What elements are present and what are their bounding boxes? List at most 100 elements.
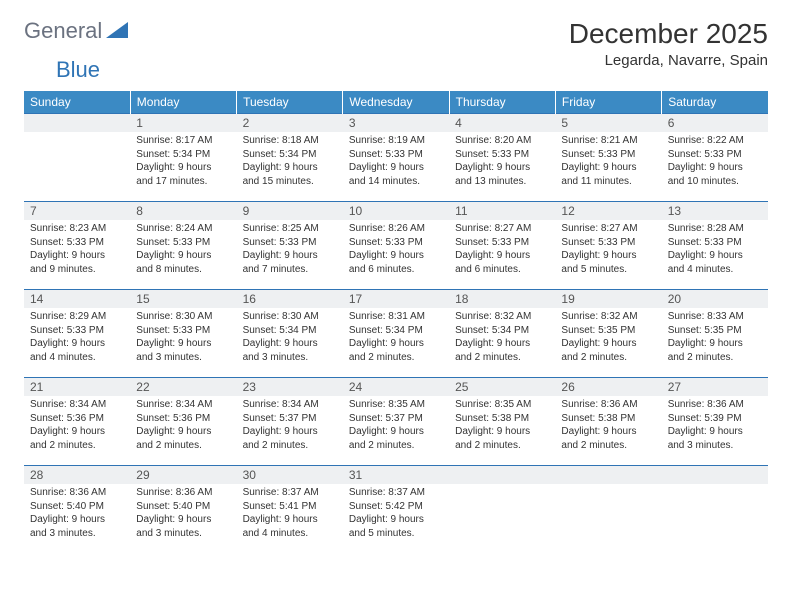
day-details: Sunrise: 8:26 AMSunset: 5:33 PMDaylight:… (343, 220, 449, 280)
day-number: 17 (343, 290, 449, 308)
calendar-body: 1Sunrise: 8:17 AMSunset: 5:34 PMDaylight… (24, 114, 768, 554)
calendar-cell: 5Sunrise: 8:21 AMSunset: 5:33 PMDaylight… (555, 114, 661, 202)
calendar-cell: 4Sunrise: 8:20 AMSunset: 5:33 PMDaylight… (449, 114, 555, 202)
day-number: 10 (343, 202, 449, 220)
calendar-cell: 29Sunrise: 8:36 AMSunset: 5:40 PMDayligh… (130, 466, 236, 554)
day-number: 26 (555, 378, 661, 396)
day-details: Sunrise: 8:29 AMSunset: 5:33 PMDaylight:… (24, 308, 130, 368)
day-number: 21 (24, 378, 130, 396)
day-details: Sunrise: 8:32 AMSunset: 5:35 PMDaylight:… (555, 308, 661, 368)
weekday-header: Tuesday (237, 91, 343, 114)
calendar-cell: 18Sunrise: 8:32 AMSunset: 5:34 PMDayligh… (449, 290, 555, 378)
day-details: Sunrise: 8:22 AMSunset: 5:33 PMDaylight:… (662, 132, 768, 192)
logo-triangle-icon (106, 20, 128, 43)
calendar-cell: 31Sunrise: 8:37 AMSunset: 5:42 PMDayligh… (343, 466, 449, 554)
weekday-header: Thursday (449, 91, 555, 114)
calendar-week-row: 7Sunrise: 8:23 AMSunset: 5:33 PMDaylight… (24, 202, 768, 290)
day-number: 27 (662, 378, 768, 396)
day-details: Sunrise: 8:24 AMSunset: 5:33 PMDaylight:… (130, 220, 236, 280)
day-details: Sunrise: 8:34 AMSunset: 5:36 PMDaylight:… (24, 396, 130, 456)
day-details: Sunrise: 8:36 AMSunset: 5:40 PMDaylight:… (24, 484, 130, 544)
calendar-cell: 30Sunrise: 8:37 AMSunset: 5:41 PMDayligh… (237, 466, 343, 554)
day-details: Sunrise: 8:30 AMSunset: 5:34 PMDaylight:… (237, 308, 343, 368)
day-number: 15 (130, 290, 236, 308)
day-number: 13 (662, 202, 768, 220)
empty-daynum (449, 466, 555, 484)
calendar-cell: 1Sunrise: 8:17 AMSunset: 5:34 PMDaylight… (130, 114, 236, 202)
calendar-header-row: SundayMondayTuesdayWednesdayThursdayFrid… (24, 91, 768, 114)
day-details: Sunrise: 8:31 AMSunset: 5:34 PMDaylight:… (343, 308, 449, 368)
day-details: Sunrise: 8:28 AMSunset: 5:33 PMDaylight:… (662, 220, 768, 280)
calendar-cell: 2Sunrise: 8:18 AMSunset: 5:34 PMDaylight… (237, 114, 343, 202)
calendar-week-row: 1Sunrise: 8:17 AMSunset: 5:34 PMDaylight… (24, 114, 768, 202)
calendar-cell: 19Sunrise: 8:32 AMSunset: 5:35 PMDayligh… (555, 290, 661, 378)
calendar-cell: 25Sunrise: 8:35 AMSunset: 5:38 PMDayligh… (449, 378, 555, 466)
logo: General (24, 18, 130, 44)
calendar-cell (662, 466, 768, 554)
day-details: Sunrise: 8:19 AMSunset: 5:33 PMDaylight:… (343, 132, 449, 192)
weekday-header: Saturday (662, 91, 768, 114)
calendar-cell: 22Sunrise: 8:34 AMSunset: 5:36 PMDayligh… (130, 378, 236, 466)
day-details: Sunrise: 8:20 AMSunset: 5:33 PMDaylight:… (449, 132, 555, 192)
calendar-cell: 13Sunrise: 8:28 AMSunset: 5:33 PMDayligh… (662, 202, 768, 290)
day-details: Sunrise: 8:34 AMSunset: 5:37 PMDaylight:… (237, 396, 343, 456)
month-title: December 2025 (569, 18, 768, 50)
calendar-cell: 6Sunrise: 8:22 AMSunset: 5:33 PMDaylight… (662, 114, 768, 202)
calendar-cell: 16Sunrise: 8:30 AMSunset: 5:34 PMDayligh… (237, 290, 343, 378)
calendar-cell: 20Sunrise: 8:33 AMSunset: 5:35 PMDayligh… (662, 290, 768, 378)
day-details: Sunrise: 8:23 AMSunset: 5:33 PMDaylight:… (24, 220, 130, 280)
calendar-cell: 21Sunrise: 8:34 AMSunset: 5:36 PMDayligh… (24, 378, 130, 466)
day-number: 14 (24, 290, 130, 308)
day-number: 4 (449, 114, 555, 132)
calendar-cell: 17Sunrise: 8:31 AMSunset: 5:34 PMDayligh… (343, 290, 449, 378)
day-details: Sunrise: 8:32 AMSunset: 5:34 PMDaylight:… (449, 308, 555, 368)
weekday-header: Sunday (24, 91, 130, 114)
day-details: Sunrise: 8:35 AMSunset: 5:38 PMDaylight:… (449, 396, 555, 456)
calendar-cell: 3Sunrise: 8:19 AMSunset: 5:33 PMDaylight… (343, 114, 449, 202)
calendar-cell: 8Sunrise: 8:24 AMSunset: 5:33 PMDaylight… (130, 202, 236, 290)
calendar-table: SundayMondayTuesdayWednesdayThursdayFrid… (24, 91, 768, 554)
logo-text-general: General (24, 18, 102, 44)
day-number: 12 (555, 202, 661, 220)
day-number: 18 (449, 290, 555, 308)
day-details: Sunrise: 8:33 AMSunset: 5:35 PMDaylight:… (662, 308, 768, 368)
weekday-header: Wednesday (343, 91, 449, 114)
day-details: Sunrise: 8:34 AMSunset: 5:36 PMDaylight:… (130, 396, 236, 456)
empty-daynum (24, 114, 130, 132)
day-number: 8 (130, 202, 236, 220)
day-number: 30 (237, 466, 343, 484)
calendar-cell: 28Sunrise: 8:36 AMSunset: 5:40 PMDayligh… (24, 466, 130, 554)
calendar-cell (555, 466, 661, 554)
calendar-cell: 23Sunrise: 8:34 AMSunset: 5:37 PMDayligh… (237, 378, 343, 466)
day-number: 28 (24, 466, 130, 484)
day-number: 5 (555, 114, 661, 132)
day-number: 6 (662, 114, 768, 132)
day-number: 11 (449, 202, 555, 220)
calendar-cell: 10Sunrise: 8:26 AMSunset: 5:33 PMDayligh… (343, 202, 449, 290)
day-number: 3 (343, 114, 449, 132)
day-details: Sunrise: 8:36 AMSunset: 5:39 PMDaylight:… (662, 396, 768, 456)
calendar-week-row: 28Sunrise: 8:36 AMSunset: 5:40 PMDayligh… (24, 466, 768, 554)
day-details: Sunrise: 8:25 AMSunset: 5:33 PMDaylight:… (237, 220, 343, 280)
day-details: Sunrise: 8:37 AMSunset: 5:42 PMDaylight:… (343, 484, 449, 544)
day-details: Sunrise: 8:35 AMSunset: 5:37 PMDaylight:… (343, 396, 449, 456)
day-number: 24 (343, 378, 449, 396)
weekday-header: Friday (555, 91, 661, 114)
day-details: Sunrise: 8:30 AMSunset: 5:33 PMDaylight:… (130, 308, 236, 368)
calendar-cell: 9Sunrise: 8:25 AMSunset: 5:33 PMDaylight… (237, 202, 343, 290)
day-number: 2 (237, 114, 343, 132)
empty-daynum (662, 466, 768, 484)
day-number: 25 (449, 378, 555, 396)
day-number: 16 (237, 290, 343, 308)
day-details: Sunrise: 8:27 AMSunset: 5:33 PMDaylight:… (449, 220, 555, 280)
calendar-cell: 26Sunrise: 8:36 AMSunset: 5:38 PMDayligh… (555, 378, 661, 466)
logo-text-blue: Blue (56, 57, 100, 82)
calendar-cell (24, 114, 130, 202)
day-number: 23 (237, 378, 343, 396)
day-number: 22 (130, 378, 236, 396)
day-number: 20 (662, 290, 768, 308)
calendar-cell: 11Sunrise: 8:27 AMSunset: 5:33 PMDayligh… (449, 202, 555, 290)
calendar-week-row: 14Sunrise: 8:29 AMSunset: 5:33 PMDayligh… (24, 290, 768, 378)
day-details: Sunrise: 8:21 AMSunset: 5:33 PMDaylight:… (555, 132, 661, 192)
day-details: Sunrise: 8:18 AMSunset: 5:34 PMDaylight:… (237, 132, 343, 192)
